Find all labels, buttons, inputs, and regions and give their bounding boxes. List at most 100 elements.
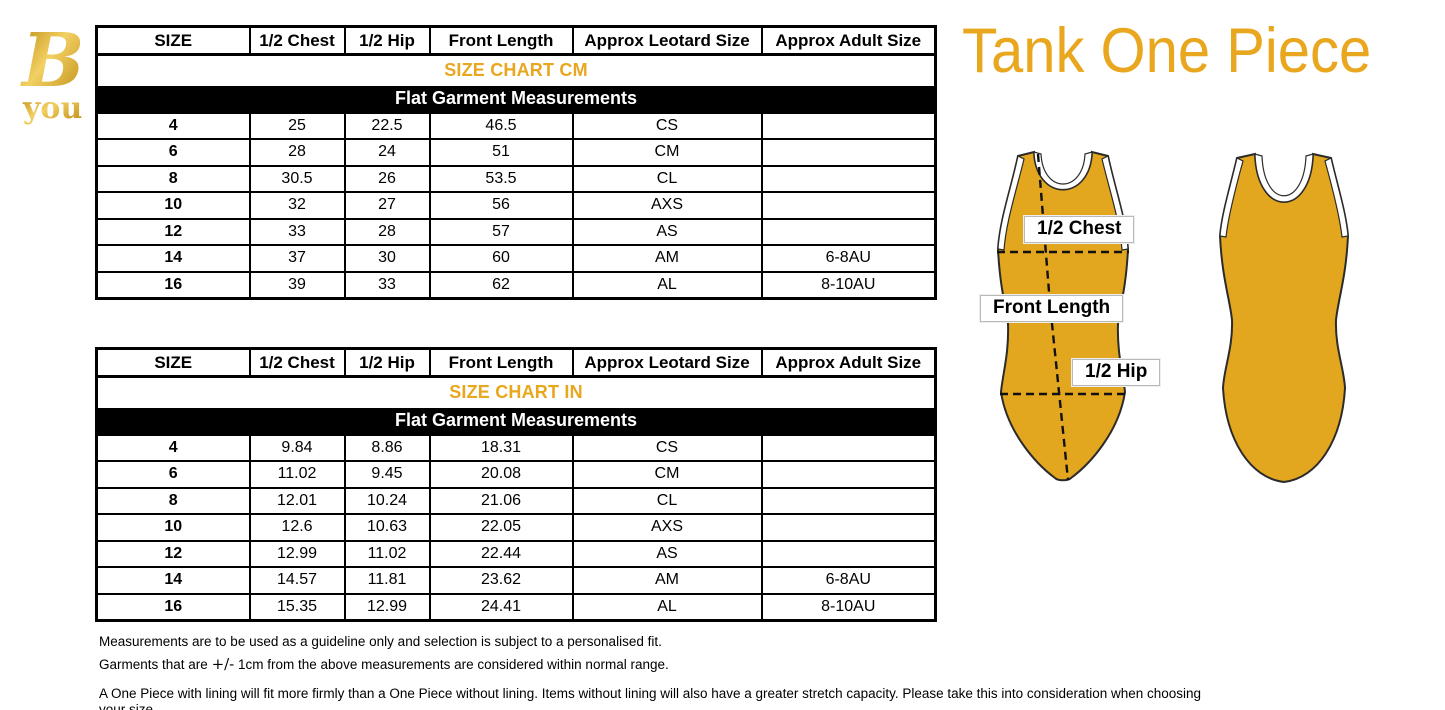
table-cell: 16 [95, 592, 251, 621]
table-cell: 14.57 [248, 566, 346, 595]
table-cell: 14 [95, 566, 251, 595]
leotard-back-diagram [1218, 152, 1350, 484]
table-row: 14 37 30 60 AM 6-8AU [95, 244, 937, 273]
table-cell: 32 [248, 191, 346, 220]
table-cell [760, 539, 937, 568]
footnotes: Measurements are to be used as a guideli… [99, 634, 1219, 710]
table-cell: 21.06 [428, 486, 574, 515]
table-cell: 11.02 [248, 460, 346, 489]
size-chart-in-table: SIZE CHART IN Flat Garment Measurements … [95, 347, 937, 622]
table-cell: 12.99 [343, 592, 431, 621]
table-cell: 53.5 [428, 164, 574, 193]
table-cell: CM [571, 460, 763, 489]
footnote-line-1: Measurements are to be used as a guideli… [99, 634, 662, 649]
table-cell: 11.81 [343, 566, 431, 595]
table-cell: 51 [428, 138, 574, 167]
table-row: 8 12.01 10.24 21.06 CL [95, 486, 937, 515]
table-cell: AS [571, 217, 763, 246]
table-cell [760, 138, 937, 167]
table-subtitle: Flat Garment Measurements [96, 407, 936, 435]
table-cell: 37 [248, 244, 346, 273]
footnote-line-3: A One Piece with lining will fit more fi… [99, 686, 1202, 710]
column-header: Approx Leotard Size [571, 25, 763, 56]
table-cell: 39 [248, 270, 346, 299]
table-title: SIZE CHART IN [449, 382, 583, 403]
table-row: 8 30.5 26 53.5 CL [95, 164, 937, 193]
brand-logo: B you [20, 18, 85, 126]
table-cell: 10 [95, 191, 251, 220]
size-chart-cm-table: SIZE CHART CM Flat Garment Measurements … [95, 25, 937, 300]
table-cell: 23.62 [428, 566, 574, 595]
table-cell [760, 433, 937, 462]
table-cell: 14 [95, 244, 251, 273]
table-cell: 6 [95, 138, 251, 167]
table-cell: 20.08 [428, 460, 574, 489]
table-cell: CS [571, 433, 763, 462]
back-right-armhole-trim [1324, 157, 1349, 238]
table-body: 4 9.84 8.86 18.31 CS 6 11.02 9.45 20.08 CM 8 12.01 1… [95, 433, 937, 621]
table-cell: 22.44 [428, 539, 574, 568]
table-cell: 4 [95, 111, 251, 140]
table-cell: 56 [428, 191, 574, 220]
table-cell: 12.6 [248, 513, 346, 542]
table-cell: 8-10AU [760, 270, 937, 299]
logo-b-glyph: B [20, 18, 85, 104]
table-cell [760, 460, 937, 489]
column-header: Approx Adult Size [760, 25, 937, 56]
table-cell: 22.05 [428, 513, 574, 542]
table-cell: 24.41 [428, 592, 574, 621]
front-left-armhole-trim [997, 155, 1025, 251]
table-cell: 60 [428, 244, 574, 273]
table-cell: 4 [95, 433, 251, 462]
logo-you-text: you [22, 91, 82, 126]
table-cell: 6-8AU [760, 566, 937, 595]
table-row: 4 9.84 8.86 18.31 CS [95, 433, 937, 462]
table-cell: 24 [343, 138, 431, 167]
table-cell: 9.45 [343, 460, 431, 489]
table-cell: 27 [343, 191, 431, 220]
column-header: 1/2 Hip [343, 347, 431, 378]
table-cell: 33 [343, 270, 431, 299]
table-cell: 15.35 [248, 592, 346, 621]
table-cell: 12 [95, 217, 251, 246]
leotard-diagram: 1/2 Chest Front Length 1/2 Hip [960, 130, 1405, 525]
plus-minus-symbol: +/- [211, 655, 235, 673]
table-cell: 28 [248, 138, 346, 167]
table-header-row: SIZE 1/2 Chest 1/2 Hip Front Length Approx L… [95, 347, 937, 378]
table-cell: AL [571, 270, 763, 299]
front-neck-trim [1033, 151, 1093, 190]
table-header-row: SIZE 1/2 Chest 1/2 Hip Front Length Approx L… [95, 25, 937, 56]
back-left-armhole-trim [1219, 157, 1244, 238]
table-cell: 33 [248, 217, 346, 246]
label-front-length: Front Length [980, 295, 1124, 322]
table-cell: 9.84 [248, 433, 346, 462]
table-cell [760, 513, 937, 542]
column-header: 1/2 Chest [248, 25, 346, 56]
label-half-hip: 1/2 Hip [1072, 359, 1161, 386]
table-cell: AM [571, 566, 763, 595]
table-cell: CL [571, 164, 763, 193]
table-cell: 8 [95, 486, 251, 515]
size-chart-cm-section: SIZE CHART CM Flat Garment Measurements … [95, 25, 937, 300]
table-cell: 6-8AU [760, 244, 937, 273]
table-cell [760, 164, 937, 193]
table-cell: 26 [343, 164, 431, 193]
column-header: 1/2 Hip [343, 25, 431, 56]
table-cell: 22.5 [343, 111, 431, 140]
footnote-line-2-post: 1cm from the above measurements are cons… [234, 657, 669, 672]
table-cell [760, 217, 937, 246]
size-chart-in-section: SIZE CHART IN Flat Garment Measurements … [95, 347, 937, 622]
column-header: 1/2 Chest [248, 347, 346, 378]
table-cell: 30 [343, 244, 431, 273]
table-cell: 16 [95, 270, 251, 299]
table-cell: CM [571, 138, 763, 167]
table-row: 16 39 33 62 AL 8-10AU [95, 270, 937, 299]
table-cell: 18.31 [428, 433, 574, 462]
table-title: SIZE CHART CM [444, 60, 588, 81]
table-cell [760, 486, 937, 515]
column-header: Approx Leotard Size [571, 347, 763, 378]
table-body: 4 25 22.5 46.5 CS 6 28 24 51 CM 8 30.5 26 53.5 CL 10 32 2… [95, 111, 937, 299]
label-half-chest: 1/2 Chest [1024, 216, 1135, 243]
table-row: 10 32 27 56 AXS [95, 191, 937, 220]
